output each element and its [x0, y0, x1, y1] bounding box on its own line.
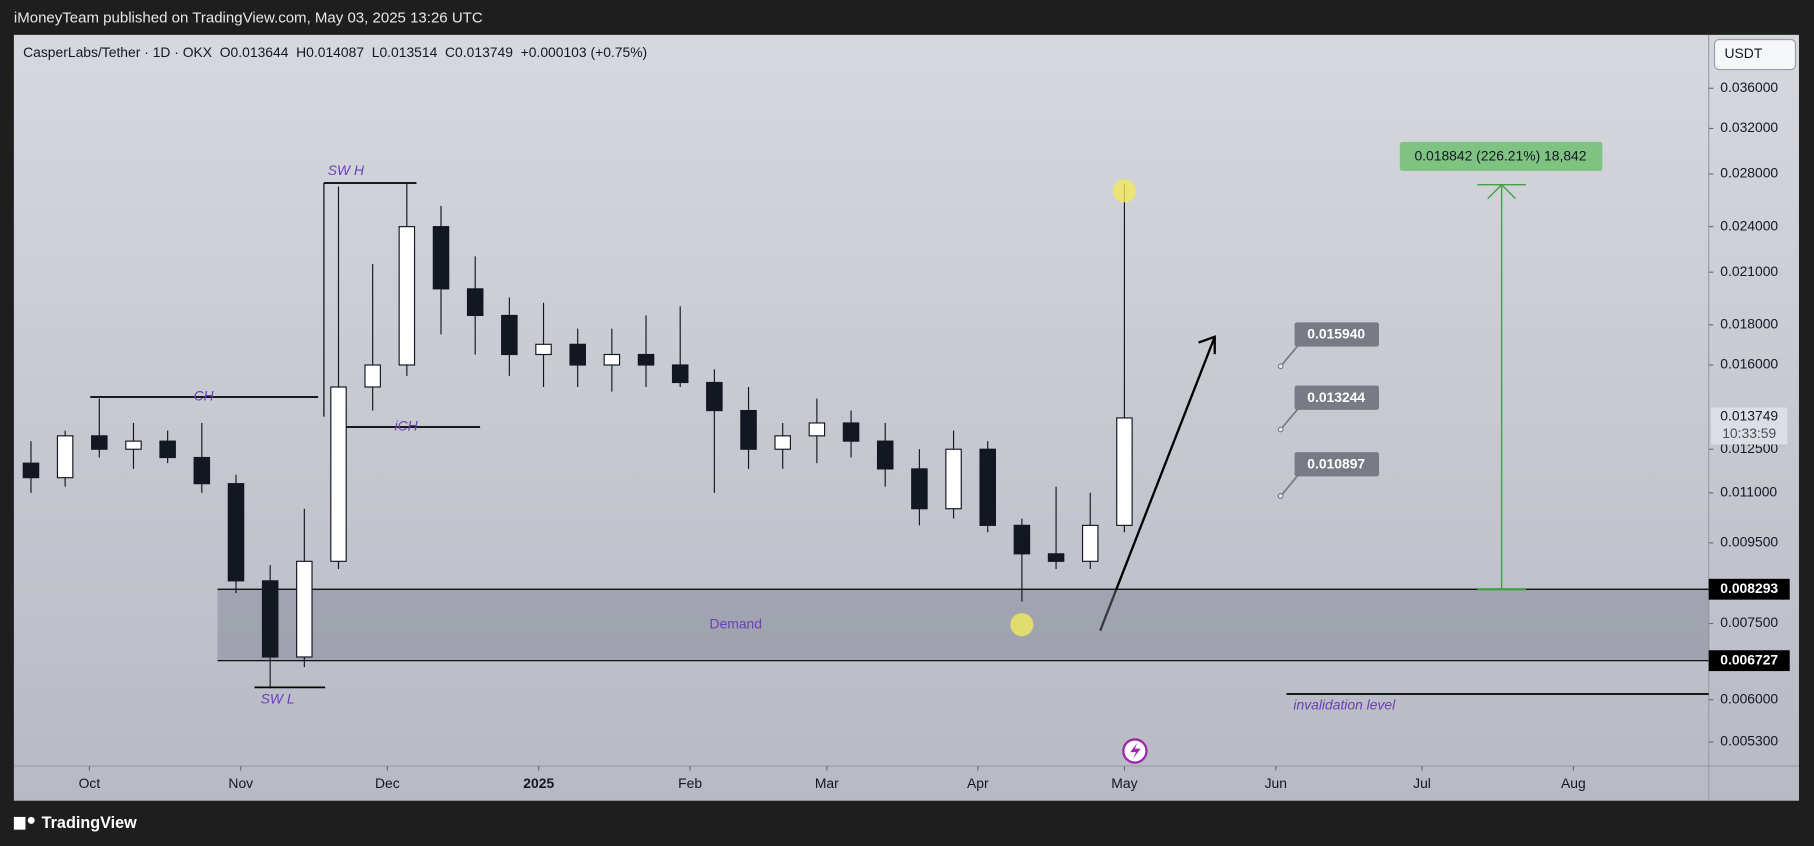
candle-body: [22, 462, 40, 479]
measure-box: [1399, 141, 1603, 171]
y-tick-label: 0.036000: [1720, 79, 1778, 95]
highlight: [1112, 179, 1136, 203]
target-label: 0.015940: [1307, 326, 1365, 342]
x-tick-label: Apr: [967, 775, 989, 791]
y-tick-label: 0.018000: [1720, 315, 1778, 331]
x-tick-label: May: [1111, 775, 1137, 791]
candle-body: [979, 448, 996, 526]
annotation: iCH: [395, 418, 419, 434]
measure-head: [1487, 183, 1517, 200]
candle-body: [569, 343, 586, 366]
candle-body: [1081, 524, 1099, 562]
target-box: [1294, 385, 1380, 410]
candle-body: [671, 364, 689, 384]
x-tick-label: Jul: [1413, 775, 1431, 791]
target-point: [1277, 363, 1284, 370]
target-point: [1277, 426, 1284, 433]
demand-zone: [217, 589, 1709, 661]
candle-body: [706, 381, 723, 412]
logo: [13, 816, 35, 830]
currency-button[interactable]: [1713, 38, 1797, 71]
candle-body: [945, 448, 962, 510]
candle-body: [1116, 417, 1133, 526]
candle-body: [911, 468, 928, 510]
header: iMoneyTeam published on TradingView.com,…: [14, 10, 483, 27]
target-label: 0.013244: [1307, 389, 1365, 405]
candle-body: [364, 364, 381, 388]
measure-label: 0.018842 (226.21%) 18,842: [1414, 148, 1586, 164]
y-tick-label: 0.007500: [1720, 614, 1778, 630]
countdown: 10:33:59: [1722, 425, 1776, 441]
last-price: 0.013749: [1720, 407, 1778, 423]
candle-body: [159, 440, 176, 459]
invalidation-label: invalidation level: [1293, 696, 1396, 712]
candle-body: [91, 435, 108, 450]
event-icon-bolt: [1130, 742, 1141, 760]
candle-body: [774, 435, 791, 450]
x-tick-label: Jun: [1265, 775, 1287, 791]
y-tick-label: 0.024000: [1720, 217, 1778, 233]
y-tick-label: 0.011000: [1720, 484, 1777, 500]
target-label: 0.010897: [1307, 455, 1365, 471]
x-tick-label: Aug: [1561, 775, 1586, 791]
annotation: SW H: [328, 162, 365, 178]
candle-body: [398, 226, 416, 366]
candle-body: [501, 314, 518, 356]
y-tick-label: 0.021000: [1720, 263, 1778, 279]
price-box-label: 0.008293: [1720, 580, 1778, 596]
x-tick-label: 2025: [523, 775, 554, 791]
candle-body: [261, 580, 279, 658]
candle-body: [432, 226, 450, 290]
arrow-head: [1198, 335, 1216, 355]
x-tick-label: Mar: [815, 775, 839, 791]
candle-body: [125, 440, 142, 450]
candle-body: [193, 456, 211, 485]
candle-body: [1047, 553, 1065, 562]
last-price-box: [1711, 407, 1788, 445]
x-tick-label: Nov: [228, 775, 253, 791]
x-tick-label: Oct: [79, 775, 101, 791]
target-point: [1277, 493, 1284, 499]
candle-body: [296, 560, 313, 658]
candle-body: [740, 409, 757, 450]
highlight: [1010, 613, 1034, 637]
target-pointer: [1280, 474, 1299, 497]
legend: CasperLabs/Tether · 1D · OKX O0.013644 H…: [23, 44, 647, 60]
price-box: [1708, 650, 1790, 672]
candle-body: [637, 353, 655, 366]
candle-body: [1013, 524, 1031, 555]
target-pointer: [1280, 344, 1299, 367]
y-tick-label: 0.028000: [1720, 165, 1778, 181]
footer: TradingView: [42, 814, 137, 832]
demand-label: Demand: [710, 616, 762, 632]
projection-arrow: [1099, 336, 1216, 632]
y-tick-label: 0.032000: [1720, 119, 1778, 135]
candle-body: [535, 343, 552, 356]
candle-body: [227, 483, 245, 582]
candle-body: [330, 386, 347, 562]
y-tick-label: 0.009500: [1720, 534, 1778, 550]
annotation: SW L: [261, 691, 295, 707]
candle-body: [603, 353, 621, 366]
target-box: [1294, 322, 1380, 347]
x-tick-label: Feb: [678, 775, 702, 791]
candle-body: [808, 422, 826, 437]
x-tick-label: Dec: [375, 775, 400, 791]
price-box-label: 0.006727: [1720, 651, 1778, 667]
candle-body: [466, 288, 484, 317]
y-tick-label: 0.016000: [1720, 356, 1778, 372]
target-box: [1294, 452, 1380, 477]
candle-body: [56, 435, 74, 479]
currency[interactable]: USDT: [1725, 45, 1763, 61]
y-tick-label: 0.006000: [1720, 690, 1778, 706]
y-tick-label: 0.005300: [1720, 733, 1778, 749]
candle-body: [842, 422, 860, 442]
target-pointer: [1280, 408, 1299, 431]
candle-body: [876, 440, 894, 470]
annotation: CH: [194, 388, 215, 404]
price-box: [1708, 578, 1790, 600]
